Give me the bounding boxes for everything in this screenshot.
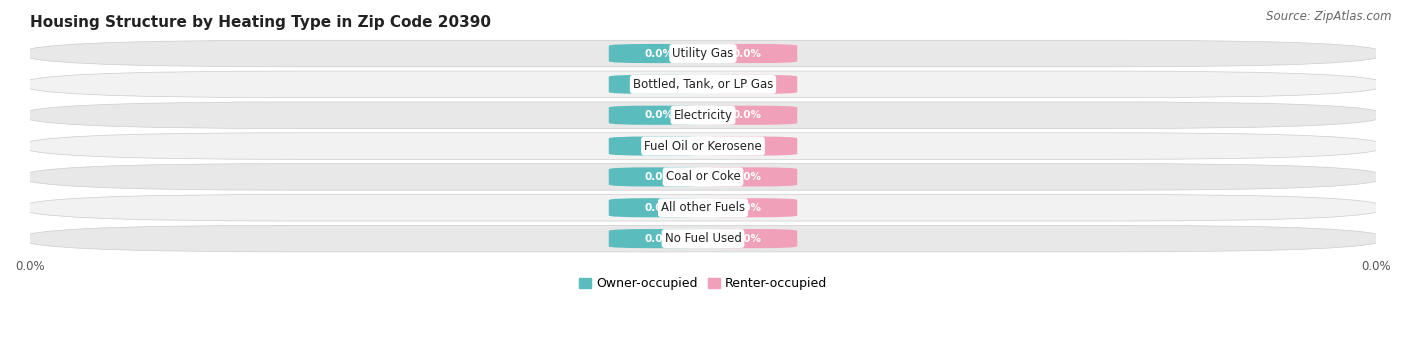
FancyBboxPatch shape bbox=[22, 164, 1384, 190]
Text: No Fuel Used: No Fuel Used bbox=[665, 232, 741, 245]
Text: 0.0%: 0.0% bbox=[645, 79, 673, 89]
FancyBboxPatch shape bbox=[609, 106, 710, 125]
Text: 0.0%: 0.0% bbox=[733, 203, 761, 213]
FancyBboxPatch shape bbox=[609, 229, 710, 248]
FancyBboxPatch shape bbox=[22, 71, 1384, 98]
FancyBboxPatch shape bbox=[609, 167, 710, 187]
FancyBboxPatch shape bbox=[609, 44, 710, 63]
FancyBboxPatch shape bbox=[22, 40, 1384, 67]
FancyBboxPatch shape bbox=[22, 102, 1384, 129]
Text: 0.0%: 0.0% bbox=[645, 203, 673, 213]
FancyBboxPatch shape bbox=[609, 75, 710, 94]
FancyBboxPatch shape bbox=[696, 198, 797, 217]
Text: Bottled, Tank, or LP Gas: Bottled, Tank, or LP Gas bbox=[633, 78, 773, 91]
Text: 0.0%: 0.0% bbox=[733, 172, 761, 182]
FancyBboxPatch shape bbox=[22, 133, 1384, 159]
Text: Source: ZipAtlas.com: Source: ZipAtlas.com bbox=[1267, 10, 1392, 23]
Text: 0.0%: 0.0% bbox=[733, 48, 761, 59]
Text: 0.0%: 0.0% bbox=[645, 234, 673, 243]
Legend: Owner-occupied, Renter-occupied: Owner-occupied, Renter-occupied bbox=[574, 272, 832, 295]
Text: Utility Gas: Utility Gas bbox=[672, 47, 734, 60]
FancyBboxPatch shape bbox=[696, 167, 797, 187]
Text: Electricity: Electricity bbox=[673, 109, 733, 122]
Text: 0.0%: 0.0% bbox=[733, 141, 761, 151]
FancyBboxPatch shape bbox=[609, 198, 710, 217]
Text: 0.0%: 0.0% bbox=[645, 172, 673, 182]
Text: 0.0%: 0.0% bbox=[645, 48, 673, 59]
Text: 0.0%: 0.0% bbox=[733, 110, 761, 120]
FancyBboxPatch shape bbox=[696, 75, 797, 94]
FancyBboxPatch shape bbox=[696, 229, 797, 248]
Text: 0.0%: 0.0% bbox=[645, 110, 673, 120]
FancyBboxPatch shape bbox=[696, 136, 797, 155]
Text: All other Fuels: All other Fuels bbox=[661, 201, 745, 214]
FancyBboxPatch shape bbox=[609, 136, 710, 155]
Text: 0.0%: 0.0% bbox=[645, 141, 673, 151]
Text: Coal or Coke: Coal or Coke bbox=[665, 170, 741, 183]
Text: Fuel Oil or Kerosene: Fuel Oil or Kerosene bbox=[644, 139, 762, 152]
FancyBboxPatch shape bbox=[696, 106, 797, 125]
Text: Housing Structure by Heating Type in Zip Code 20390: Housing Structure by Heating Type in Zip… bbox=[30, 15, 491, 30]
FancyBboxPatch shape bbox=[22, 194, 1384, 221]
FancyBboxPatch shape bbox=[22, 225, 1384, 252]
Text: 0.0%: 0.0% bbox=[733, 79, 761, 89]
FancyBboxPatch shape bbox=[696, 44, 797, 63]
Text: 0.0%: 0.0% bbox=[733, 234, 761, 243]
